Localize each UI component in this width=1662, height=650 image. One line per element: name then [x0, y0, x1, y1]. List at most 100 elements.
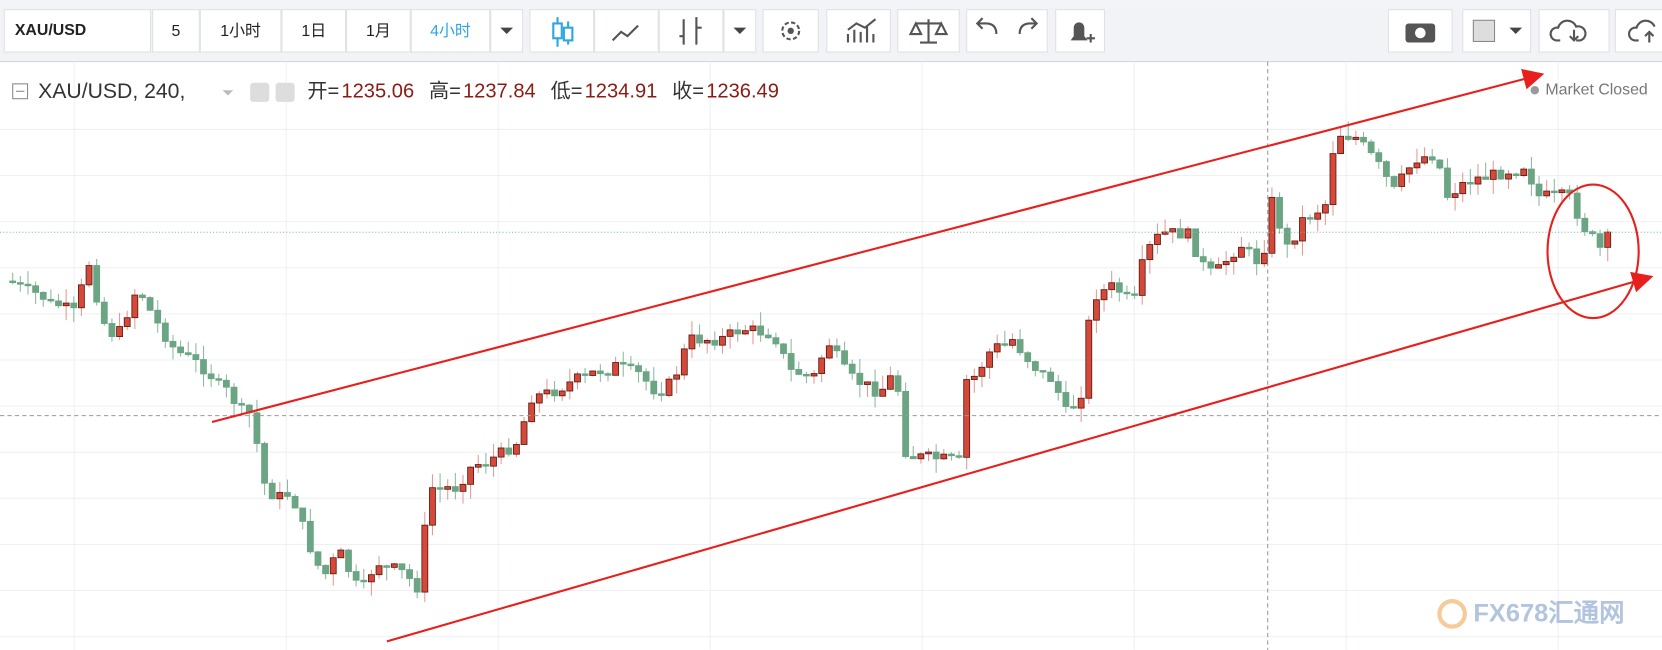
- ohlc: 开= 1235.06 高= 1237.84 低= 1234.91 收= 1236.49: [307, 80, 779, 103]
- candle-body: [444, 486, 452, 490]
- candle-body: [1329, 153, 1337, 206]
- candle-body: [978, 366, 986, 377]
- interval-button[interactable]: [410, 9, 491, 53]
- legend-symbol: XAU/USD, 240,: [38, 80, 185, 103]
- candle-body: [1390, 176, 1398, 187]
- line-style-button[interactable]: [594, 9, 659, 53]
- candle-body: [1352, 136, 1360, 140]
- candle-body: [902, 390, 910, 457]
- candle-body: [596, 370, 604, 375]
- candle-body: [856, 372, 864, 385]
- candle-body: [986, 351, 993, 368]
- candle-body: [268, 482, 276, 500]
- candle-body: [1062, 392, 1070, 407]
- candle-body: [719, 335, 726, 346]
- candle-body: [1520, 168, 1528, 177]
- caret: [1509, 27, 1523, 35]
- candle-body: [1268, 196, 1276, 254]
- candle-body: [1398, 173, 1406, 187]
- candle-body: [566, 381, 574, 392]
- candle-body: [925, 451, 932, 455]
- candle-body: [741, 330, 749, 335]
- candle-body: [879, 388, 887, 397]
- save-button[interactable]: [1614, 9, 1662, 53]
- candle-body: [658, 393, 665, 396]
- compare-button[interactable]: [826, 9, 891, 53]
- candle-body: [581, 373, 589, 376]
- candle-body: [1466, 182, 1474, 185]
- candle-body: [871, 381, 879, 397]
- candle-body: [345, 549, 352, 572]
- candle-body: [864, 381, 871, 385]
- candle-body: [1596, 233, 1604, 248]
- highlight-circle: [1546, 183, 1640, 320]
- interval-button[interactable]: [152, 9, 200, 53]
- candle-body: [93, 265, 101, 303]
- candle-body: [513, 444, 520, 455]
- indicator-button[interactable]: [658, 9, 724, 53]
- candle-body: [726, 329, 734, 337]
- candle-body: [116, 326, 123, 337]
- candle-body: [238, 403, 246, 406]
- candle-body: [1016, 339, 1024, 354]
- candle-body: [1184, 228, 1192, 239]
- candle-body: [1535, 183, 1543, 197]
- candle-body: [1161, 231, 1169, 235]
- candle-body: [154, 309, 162, 324]
- candle-body: [78, 284, 85, 309]
- candle-body: [1550, 190, 1558, 194]
- candle-body: [1024, 352, 1032, 362]
- candle-body: [635, 365, 642, 373]
- candle-body: [909, 456, 917, 460]
- interval: 5: [172, 23, 181, 40]
- caret: [222, 90, 234, 96]
- interval-button[interactable]: [281, 9, 347, 53]
- candle-body: [818, 357, 826, 374]
- interval-button[interactable]: [199, 9, 282, 53]
- candle-body: [161, 322, 169, 342]
- candle-body: [406, 569, 413, 579]
- candle-body: [85, 265, 93, 286]
- ohlc-value: 1236.49: [706, 81, 779, 103]
- candle-body: [70, 302, 78, 309]
- candle-body: [642, 371, 650, 382]
- candle-body: [62, 302, 70, 307]
- candle-body: [1031, 361, 1039, 371]
- candle-body: [276, 492, 284, 500]
- candle-body: [299, 507, 307, 522]
- candle-body: [253, 412, 261, 444]
- candle-body: [1604, 231, 1612, 248]
- icon: [781, 21, 801, 41]
- interval-button[interactable]: [346, 9, 411, 53]
- candle-body: [780, 343, 787, 354]
- candle-body: [734, 329, 742, 335]
- watermark-logo: [1437, 598, 1467, 629]
- icon: [908, 19, 949, 44]
- candle-body: [1283, 227, 1291, 245]
- candle-body: [993, 343, 1001, 353]
- interval-active: 4小时: [430, 22, 471, 40]
- candle-body: [650, 380, 658, 395]
- candle-body: [1192, 228, 1200, 258]
- candle-body: [1039, 370, 1047, 373]
- symbol-box[interactable]: [3, 9, 152, 53]
- candle-body: [1505, 173, 1512, 180]
- candle-body: [1276, 196, 1283, 229]
- candle-body: [1260, 252, 1268, 265]
- candle-body: [1558, 189, 1566, 194]
- candle-body: [1115, 282, 1123, 293]
- candle-body: [1512, 173, 1520, 177]
- candle-body: [177, 346, 185, 354]
- candle-body: [497, 447, 505, 458]
- candle-body: [1413, 162, 1421, 169]
- symbol: XAU/USD: [15, 22, 86, 39]
- candle-body: [459, 483, 467, 492]
- settings-button[interactable]: [275, 82, 295, 102]
- undo-redo[interactable]: [966, 9, 1048, 53]
- eye-button[interactable]: [250, 82, 270, 102]
- ohlc-value: 1234.91: [585, 81, 658, 103]
- interval: 1小时: [220, 22, 261, 40]
- candle-body: [604, 373, 612, 376]
- toolbar: XAU/USD 5 1小时 1日 1月 4小时: [0, 0, 1662, 63]
- caret: [500, 27, 514, 35]
